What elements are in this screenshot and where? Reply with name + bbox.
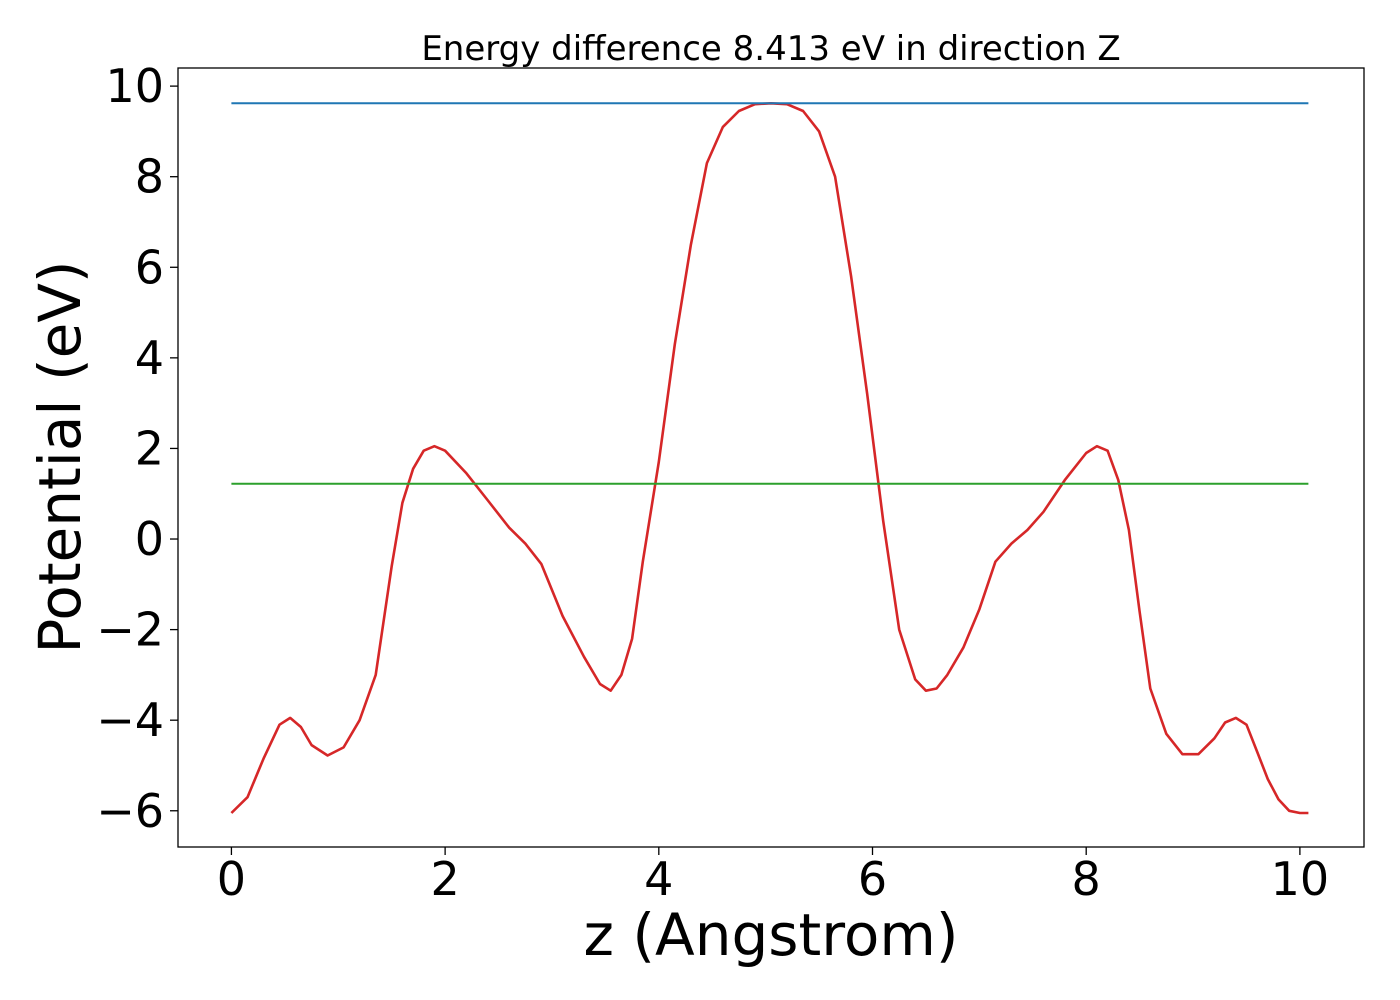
y-tick-label: −4 <box>96 693 164 747</box>
x-tick-label: 10 <box>1271 852 1330 906</box>
y-tick-label: 8 <box>135 150 164 204</box>
y-tick-label: 2 <box>135 421 164 475</box>
x-tick-label: 8 <box>1072 852 1101 906</box>
y-tick-label: 10 <box>105 59 164 113</box>
x-tick-label: 2 <box>430 852 459 906</box>
series-layer <box>230 102 1309 815</box>
y-tick-label: −6 <box>96 784 164 838</box>
chart-title: Energy difference 8.413 eV in direction … <box>421 29 1120 69</box>
y-axis-label: Potential (eV) <box>26 260 94 653</box>
y-tick-label: 6 <box>135 240 164 294</box>
x-axis-label: z (Angstrom) <box>584 901 959 969</box>
x-tick-label: 4 <box>644 852 673 906</box>
x-axis-ticks: 0 2 4 6 8 10 <box>217 847 1329 906</box>
y-axis-ticks: −6 −4 −2 0 2 4 6 8 10 <box>96 59 178 838</box>
y-tick-label: 4 <box>135 331 164 385</box>
potential-curve <box>230 102 1309 815</box>
y-tick-label: 0 <box>135 512 164 566</box>
y-tick-label: −2 <box>96 603 164 657</box>
x-tick-label: 6 <box>858 852 887 906</box>
plot-area-frame <box>177 67 1365 848</box>
x-tick-label: 0 <box>217 852 246 906</box>
